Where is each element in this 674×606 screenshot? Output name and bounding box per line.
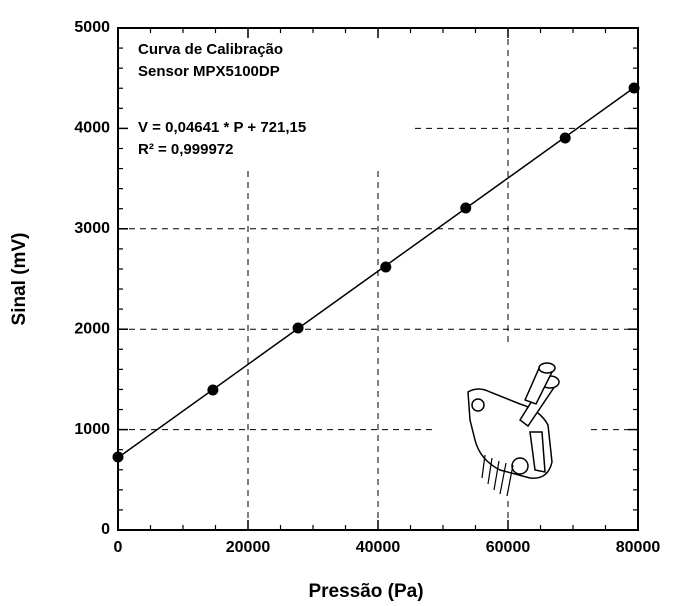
x-tick-label: 40000	[356, 539, 401, 556]
sensor-illustration	[467, 362, 560, 497]
x-tick-label: 80000	[616, 539, 661, 556]
x-tick-label: 60000	[486, 539, 531, 556]
annotation: Sensor MPX5100DP	[138, 63, 280, 80]
y-tick-label: 4000	[74, 120, 110, 137]
data-point	[559, 132, 571, 144]
y-tick-label: 1000	[74, 421, 110, 438]
y-tick-label: 2000	[74, 320, 110, 337]
x-tick-label: 20000	[226, 539, 271, 556]
annotation: V = 0,04641 * P + 721,15	[138, 119, 306, 136]
data-point	[292, 322, 304, 334]
data-point	[380, 261, 392, 273]
annotation-backdrop	[120, 32, 412, 167]
y-axis-label: Sinal (mV)	[9, 233, 30, 326]
fit-line	[117, 84, 639, 459]
data-point	[460, 202, 472, 214]
data-point	[628, 82, 640, 94]
annotation: R² = 0,999972	[138, 141, 234, 158]
data-point	[112, 451, 124, 463]
annotation: Curva de Calibração	[138, 41, 283, 58]
y-tick-label: 3000	[74, 220, 110, 237]
x-axis-label: Pressão (Pa)	[308, 581, 423, 602]
x-tick-label: 0	[114, 539, 123, 556]
y-tick-label: 0	[101, 521, 110, 538]
y-tick-label: 5000	[74, 19, 110, 36]
data-point	[207, 384, 219, 396]
plot-frame	[117, 27, 639, 531]
